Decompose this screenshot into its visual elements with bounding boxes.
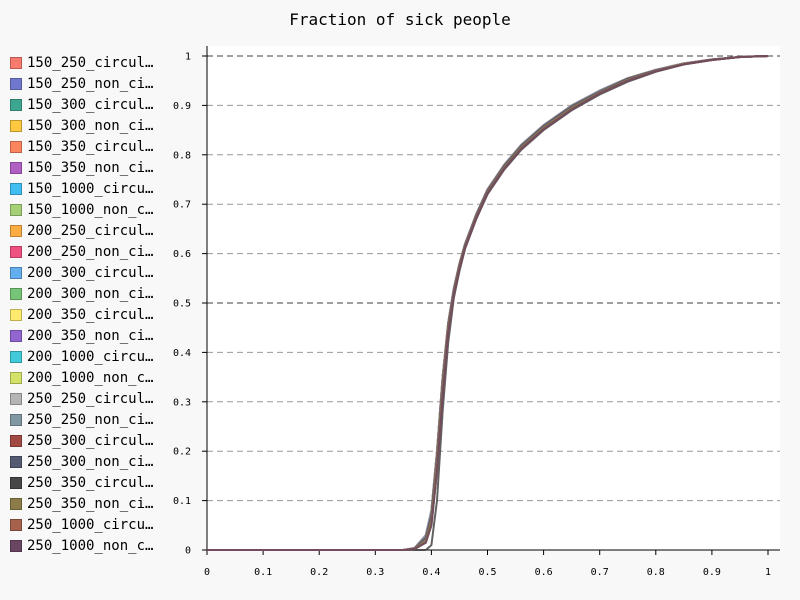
legend-swatch xyxy=(10,203,22,216)
legend-label: 200_250_circul… xyxy=(27,222,154,239)
legend-item: 150_250_circul… xyxy=(10,52,160,73)
legend-swatch xyxy=(10,245,22,258)
series-line xyxy=(207,55,769,551)
legend-swatch xyxy=(10,518,22,531)
legend-label: 250_350_non_ci… xyxy=(27,495,154,512)
legend-swatch xyxy=(10,539,22,552)
x-tick-label: 0.1 xyxy=(254,567,272,578)
legend-label: 250_350_circul… xyxy=(27,474,154,491)
legend-swatch xyxy=(10,77,22,90)
y-tick-label: 0.8 xyxy=(173,150,191,161)
legend: 150_250_circul… 150_250_non_ci… 150_300_ci… xyxy=(10,52,160,556)
legend-label: 200_350_non_ci… xyxy=(27,327,154,344)
legend-swatch xyxy=(10,140,22,153)
x-tick-label: 0.8 xyxy=(647,567,665,578)
legend-label: 250_1000_circu… xyxy=(27,516,154,533)
y-tick-label: 0.9 xyxy=(173,101,191,112)
legend-swatch xyxy=(10,455,22,468)
legend-label: 250_250_non_ci… xyxy=(27,411,154,428)
legend-label: 250_300_circul… xyxy=(27,432,154,449)
legend-label: 200_250_non_ci… xyxy=(27,243,154,260)
legend-item: 150_300_circul… xyxy=(10,94,160,115)
legend-swatch xyxy=(10,371,22,384)
legend-swatch xyxy=(10,98,22,111)
legend-swatch xyxy=(10,476,22,489)
legend-label: 150_250_circul… xyxy=(27,54,154,71)
legend-label: 150_350_circul… xyxy=(27,138,154,155)
legend-item: 200_300_circul… xyxy=(10,262,160,283)
x-tick-label: 0.9 xyxy=(703,567,721,578)
chart-title: Fraction of sick people xyxy=(289,10,511,29)
legend-swatch xyxy=(10,392,22,405)
x-tick-label: 0.3 xyxy=(366,567,384,578)
legend-label: 200_300_circul… xyxy=(27,264,154,281)
legend-label: 150_1000_non_c… xyxy=(27,201,154,218)
y-tick-label: 0.4 xyxy=(173,348,191,359)
legend-label: 250_1000_non_c… xyxy=(27,537,154,554)
legend-item: 150_1000_circu… xyxy=(10,178,160,199)
legend-label: 200_1000_circu… xyxy=(27,348,154,365)
legend-swatch xyxy=(10,413,22,426)
legend-swatch xyxy=(10,266,22,279)
legend-label: 250_250_circul… xyxy=(27,390,154,407)
legend-item: 200_1000_circu… xyxy=(10,346,160,367)
legend-swatch xyxy=(10,350,22,363)
legend-item: 150_1000_non_c… xyxy=(10,199,160,220)
legend-label: 250_300_non_ci… xyxy=(27,453,154,470)
legend-swatch xyxy=(10,224,22,237)
y-tick-label: 0.5 xyxy=(173,299,191,310)
legend-item: 200_250_non_ci… xyxy=(10,241,160,262)
y-tick-label: 0.6 xyxy=(173,249,191,260)
legend-label: 200_1000_non_c… xyxy=(27,369,154,386)
legend-item: 250_350_non_ci… xyxy=(10,493,160,514)
x-tick-label: 0 xyxy=(204,567,210,578)
y-tick-label: 0 xyxy=(185,546,191,557)
legend-item: 250_350_circul… xyxy=(10,472,160,493)
y-tick-label: 0.2 xyxy=(173,447,191,458)
legend-item: 200_1000_non_c… xyxy=(10,367,160,388)
legend-label: 150_350_non_ci… xyxy=(27,159,154,176)
legend-label: 200_300_non_ci… xyxy=(27,285,154,302)
legend-item: 150_350_non_ci… xyxy=(10,157,160,178)
legend-item: 250_250_circul… xyxy=(10,388,160,409)
legend-swatch xyxy=(10,497,22,510)
legend-swatch xyxy=(10,308,22,321)
x-tick-label: 0.5 xyxy=(478,567,496,578)
legend-item: 200_300_non_ci… xyxy=(10,283,160,304)
legend-label: 200_350_circul… xyxy=(27,306,154,323)
plot-background xyxy=(207,46,780,550)
x-tick-label: 1 xyxy=(765,567,771,578)
legend-item: 250_300_non_ci… xyxy=(10,451,160,472)
legend-swatch xyxy=(10,119,22,132)
legend-swatch xyxy=(10,56,22,69)
legend-label: 150_250_non_ci… xyxy=(27,75,154,92)
legend-swatch xyxy=(10,434,22,447)
x-tick-label: 0.6 xyxy=(535,567,553,578)
legend-label: 150_300_circul… xyxy=(27,96,154,113)
legend-item: 200_350_non_ci… xyxy=(10,325,160,346)
legend-swatch xyxy=(10,329,22,342)
legend-item: 150_350_circul… xyxy=(10,136,160,157)
legend-item: 250_250_non_ci… xyxy=(10,409,160,430)
x-tick-label: 0.4 xyxy=(422,567,440,578)
legend-swatch xyxy=(10,182,22,195)
legend-item: 200_350_circul… xyxy=(10,304,160,325)
legend-item: 200_250_circul… xyxy=(10,220,160,241)
legend-label: 150_1000_circu… xyxy=(27,180,154,197)
y-tick-label: 0.1 xyxy=(173,496,191,507)
legend-label: 150_300_non_ci… xyxy=(27,117,154,134)
legend-item: 250_300_circul… xyxy=(10,430,160,451)
legend-swatch xyxy=(10,287,22,300)
legend-item: 250_1000_circu… xyxy=(10,514,160,535)
y-tick-label: 0.7 xyxy=(173,200,191,211)
y-tick-label: 1 xyxy=(185,52,191,63)
legend-item: 150_300_non_ci… xyxy=(10,115,160,136)
legend-swatch xyxy=(10,161,22,174)
x-tick-label: 0.7 xyxy=(591,567,609,578)
x-tick-label: 0.2 xyxy=(310,567,328,578)
legend-item: 150_250_non_ci… xyxy=(10,73,160,94)
legend-item: 250_1000_non_c… xyxy=(10,535,160,556)
y-tick-label: 0.3 xyxy=(173,397,191,408)
